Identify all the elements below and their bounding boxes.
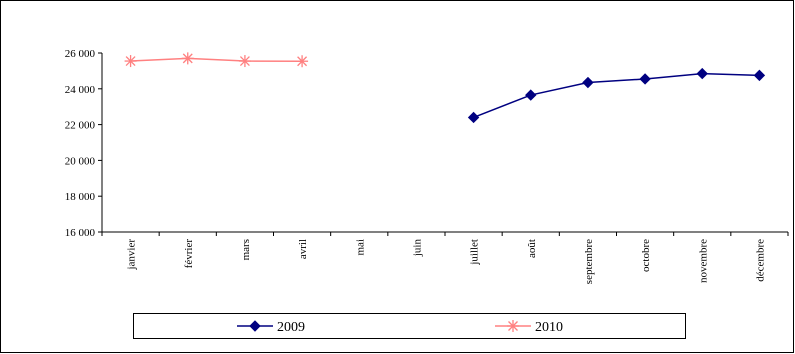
data-point-2009 (582, 76, 594, 89)
x-tick-label: octobre (640, 239, 652, 272)
x-tick-label: septembre (583, 239, 595, 284)
data-point-2009 (753, 69, 766, 82)
legend-item-2010: 2010 (495, 320, 563, 335)
y-tick-label: 24 000 (65, 84, 96, 96)
legend: 2009 2010 (133, 313, 686, 339)
legend-marker (507, 320, 519, 332)
data-point-2010 (124, 55, 137, 68)
x-tick-label: juin (411, 239, 423, 258)
data-point-2010 (238, 55, 251, 68)
data-point-2009 (696, 67, 708, 80)
legend-marker (249, 320, 261, 332)
legend-label: 2009 (277, 320, 305, 335)
data-point-2010 (181, 52, 194, 65)
data-point-2009 (467, 111, 480, 124)
series-2010 (124, 52, 309, 68)
y-axis-ticks: 16 000 18 000 20 000 22 000 24 000 26 000 (65, 48, 102, 239)
y-tick-label: 16 000 (65, 227, 96, 239)
x-tick-label: novembre (697, 239, 709, 283)
series-line-2010 (130, 57, 303, 62)
data-point-2010 (296, 55, 309, 68)
x-tick-label: août (526, 239, 538, 258)
data-point-2009 (525, 89, 537, 101)
x-tick-label: décembre (754, 239, 766, 282)
y-tick-label: 20 000 (65, 155, 96, 167)
data-point-2009 (639, 73, 651, 85)
legend-label: 2010 (535, 320, 563, 335)
series-line-2009 (473, 72, 760, 119)
x-tick-label: juillet (469, 239, 481, 266)
y-tick-label: 26 000 (65, 48, 96, 60)
series-layer (124, 52, 766, 124)
legend-items: 2009 2010 (237, 320, 563, 335)
x-axis-ticks: janvier février mars avril mai juin juillet aoû… (101, 232, 789, 284)
legend-box (133, 313, 686, 339)
y-tick-label: 22 000 (65, 120, 96, 132)
x-tick-label: janvier (126, 239, 138, 271)
y-tick-label: 18 000 (65, 191, 96, 203)
legend-item-2009: 2009 (237, 320, 305, 335)
x-tick-label: mai (354, 239, 366, 256)
series-2009 (467, 67, 766, 124)
x-tick-label: mars (240, 239, 252, 260)
x-tick-label: avril (297, 239, 309, 259)
x-tick-label: février (183, 239, 195, 269)
